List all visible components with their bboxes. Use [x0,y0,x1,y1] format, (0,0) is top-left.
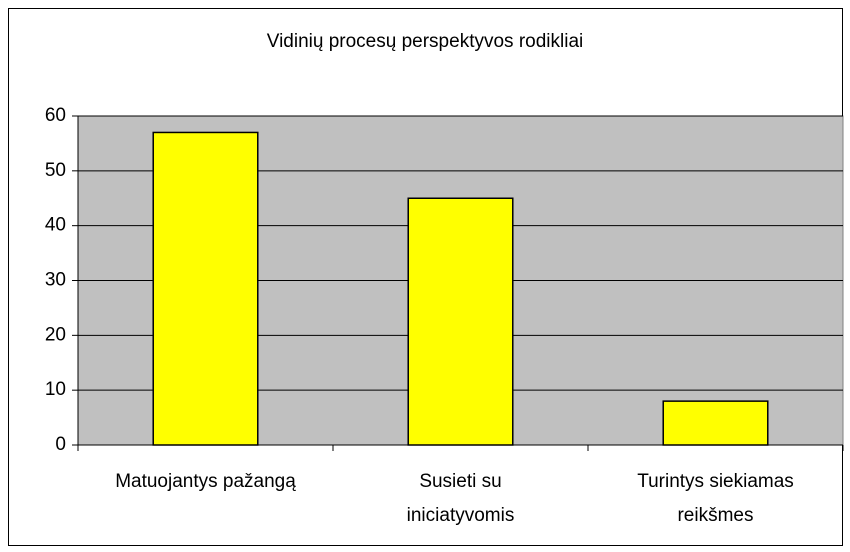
x-tick-label: Susieti su iniciatyvomis [406,471,515,526]
y-tick-label: 50 [45,160,66,181]
chart-title: Vidinių procesų perspektyvos rodikliai [267,31,583,52]
y-tick-label: 40 [45,215,66,236]
y-tick-label: 10 [45,379,66,400]
y-tick-label: 30 [45,270,66,291]
bar [662,400,769,446]
y-tick-label: 20 [45,324,66,345]
bar [152,131,259,446]
y-tick-label: 60 [45,105,66,126]
x-tick-label: Matuojantys pažangą [115,471,296,492]
x-tick-label: Turintys siekiamas reikšmes [637,471,794,526]
y-tick-label: 0 [55,434,66,455]
bar [407,197,514,446]
